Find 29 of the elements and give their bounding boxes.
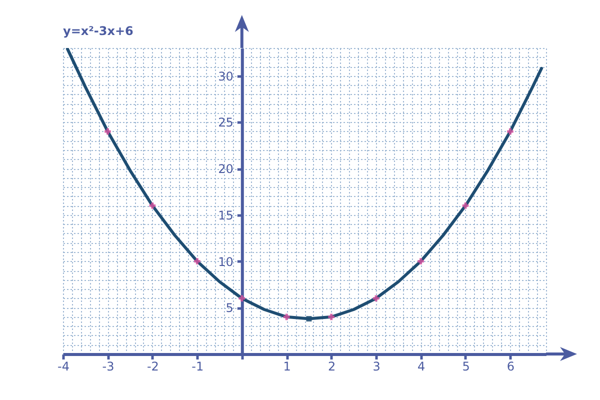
x-tick-label: -4 (58, 360, 70, 374)
point (238, 295, 246, 302)
y-tick-label: 30 (218, 69, 234, 84)
x-tick-label: 5 (462, 360, 470, 374)
line-series (66, 48, 544, 320)
y-tick-label: 5 (226, 301, 234, 316)
point (462, 202, 469, 209)
x-tick-label: 3 (372, 360, 380, 374)
point (283, 314, 290, 320)
chart-title: y=x²-3x+6 (63, 24, 134, 38)
point (194, 258, 200, 264)
x-tick-label: 4 (417, 360, 426, 374)
x-tick-label: -1 (192, 360, 204, 374)
y-tick-label: 25 (218, 116, 234, 130)
x-tick-label: -3 (102, 360, 114, 374)
point (328, 314, 334, 320)
y-tick-label: 10 (218, 254, 234, 269)
y-tick-label: 20 (218, 162, 234, 176)
x-tick-label: -2 (146, 360, 159, 374)
y-tick-label: 15 (218, 208, 234, 222)
x-tick-label: 2 (328, 360, 336, 374)
point (149, 202, 156, 209)
x-tick-label: 6 (506, 360, 515, 374)
point (306, 316, 312, 322)
point (104, 128, 111, 135)
x-tick-label: 1 (283, 360, 291, 374)
point (372, 295, 380, 302)
point (507, 128, 514, 135)
point (418, 258, 424, 264)
